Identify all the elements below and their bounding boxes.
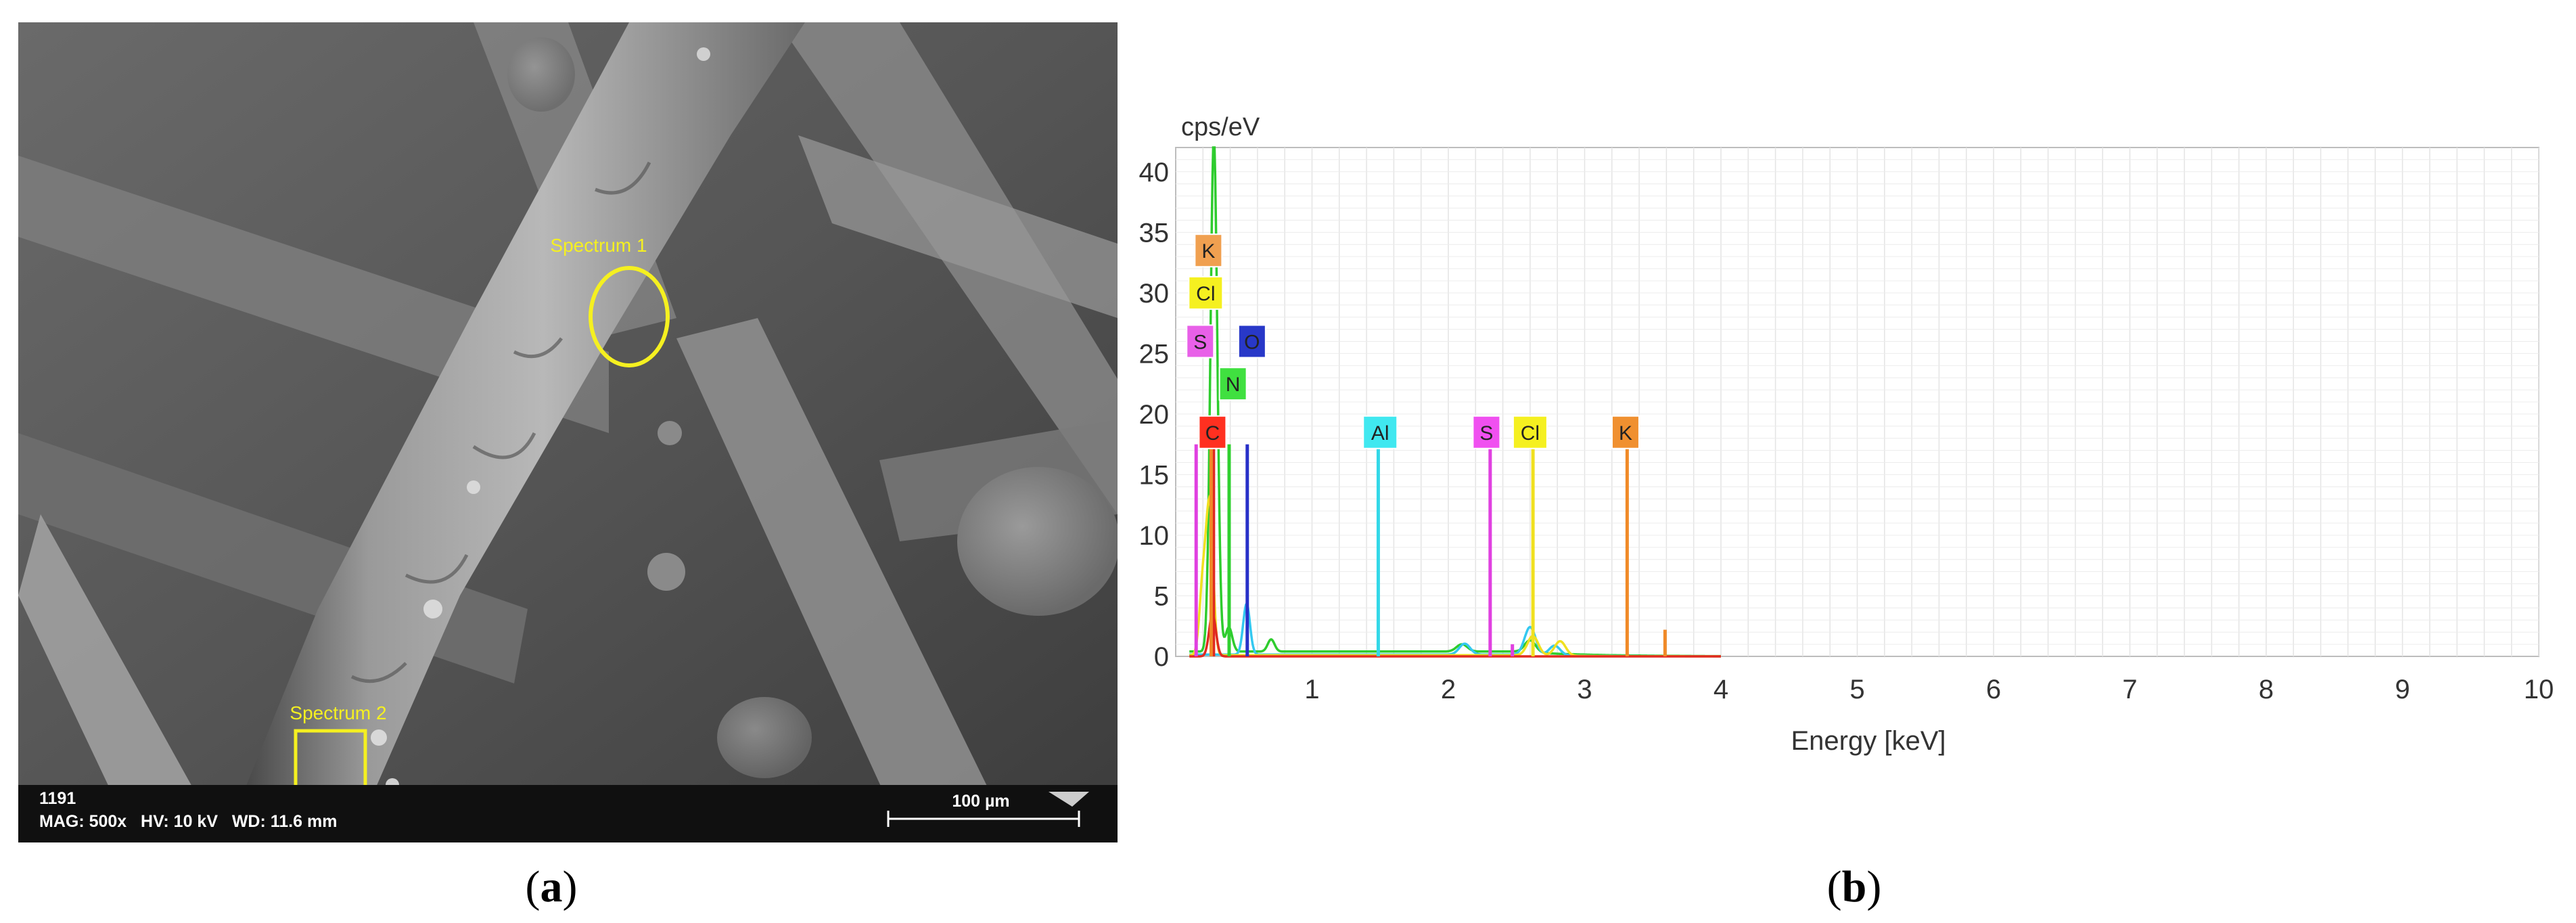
element-label-box <box>1186 324 1215 359</box>
sem-image-id: 1191 <box>39 789 76 808</box>
y-tick-label: 0 <box>1154 642 1169 672</box>
element-label-box <box>1218 367 1247 401</box>
x-tick-label: 8 <box>2259 675 2274 704</box>
panel-label-b-text: b <box>1842 862 1867 911</box>
main-fiber-texture <box>350 161 651 683</box>
background-fiber <box>18 514 223 842</box>
grid <box>1176 148 2539 656</box>
background-fiber <box>798 135 1118 318</box>
x-axis-label: Energy [keV] <box>1791 726 1946 756</box>
surface-bead <box>697 47 710 61</box>
y-axis-label: cps/eV <box>1181 113 1260 141</box>
sem-image: Spectrum 1 Spectrum 2 1191 MAG: 500x HV:… <box>18 22 1118 842</box>
element-label: Cl <box>1521 422 1540 445</box>
element-label: Al <box>1371 422 1389 445</box>
spectrum2-label: Spectrum 2 <box>290 702 386 723</box>
element-label-box <box>1472 415 1501 449</box>
droplet <box>507 37 575 112</box>
element-label: S <box>1193 331 1207 353</box>
element-label: K <box>1201 240 1215 263</box>
spectrum1-marker <box>589 266 670 367</box>
panel-label-b: (b) <box>1827 862 1882 911</box>
eds-spectrum-chart: 1 2 3 4 5 6 7 8 9 10 0 5 10 15 20 25 30 35 40 K Cl S ON C Al S C… <box>1139 113 2554 756</box>
droplet <box>957 467 1118 616</box>
element-label: S <box>1479 422 1493 445</box>
scale-bar-label: 100 µm <box>952 792 1009 811</box>
y-tick-label: 20 <box>1139 400 1170 430</box>
x-tick-label: 4 <box>1714 675 1728 704</box>
svg-text:(a): (a) <box>526 862 578 911</box>
y-tick-label: 10 <box>1139 521 1170 551</box>
y-tick-label: 5 <box>1154 581 1169 611</box>
element-label: N <box>1226 374 1241 396</box>
x-tick-labels: 1 2 3 4 5 6 7 8 9 10 <box>1304 675 2554 704</box>
svg-text:(b): (b) <box>1827 862 1882 911</box>
spectrum-curve <box>1189 612 1721 658</box>
instrument-logo <box>1049 792 1089 807</box>
panel-label-a: (a) <box>526 862 578 911</box>
background-fiber <box>676 318 1015 842</box>
x-tick-label: 2 <box>1441 675 1456 704</box>
element-label: C <box>1205 422 1220 445</box>
element-label-box <box>1188 275 1224 310</box>
x-tick-label: 1 <box>1304 675 1319 704</box>
x-tick-label: 3 <box>1577 675 1592 704</box>
surface-bead <box>423 600 442 618</box>
droplet <box>647 553 685 591</box>
y-tick-labels: 0 5 10 15 20 25 30 35 40 <box>1139 158 1170 672</box>
y-tick-label: 25 <box>1139 339 1170 369</box>
x-tick-label: 5 <box>1849 675 1864 704</box>
surface-bead <box>371 729 387 746</box>
element-label-box <box>1362 415 1398 449</box>
x-tick-label: 7 <box>2122 675 2137 704</box>
element-label-box <box>1194 233 1223 268</box>
sem-params: MAG: 500x HV: 10 kV WD: 11.6 mm <box>39 812 337 831</box>
element-label-box <box>1198 415 1227 449</box>
droplet <box>717 697 812 778</box>
y-tick-label: 40 <box>1139 158 1170 187</box>
y-tick-label: 35 <box>1139 218 1170 248</box>
x-tick-label: 9 <box>2395 675 2410 704</box>
element-label: O <box>1244 331 1260 353</box>
y-tick-label: 15 <box>1139 460 1170 490</box>
x-tick-label: 6 <box>1986 675 2001 704</box>
panel-label-a-text: a <box>540 862 563 911</box>
y-tick-label: 30 <box>1139 279 1170 309</box>
element-label-box <box>1512 415 1548 449</box>
background-fiber <box>778 22 1118 514</box>
sem-info-bar <box>18 785 1118 842</box>
element-label: Cl <box>1196 283 1215 305</box>
x-tick-label: 10 <box>2524 675 2554 704</box>
element-label-box <box>1611 415 1640 449</box>
element-lines <box>1194 444 1667 656</box>
element-label: K <box>1619 422 1632 445</box>
droplet <box>658 421 682 445</box>
spectrum1-label: Spectrum 1 <box>550 235 647 256</box>
surface-bead <box>467 480 480 494</box>
element-labels: K Cl S ON C Al S Cl K <box>1186 233 1640 449</box>
spectrum-curves <box>1189 146 1721 658</box>
main-fiber <box>223 22 805 842</box>
element-label-box <box>1237 324 1266 359</box>
